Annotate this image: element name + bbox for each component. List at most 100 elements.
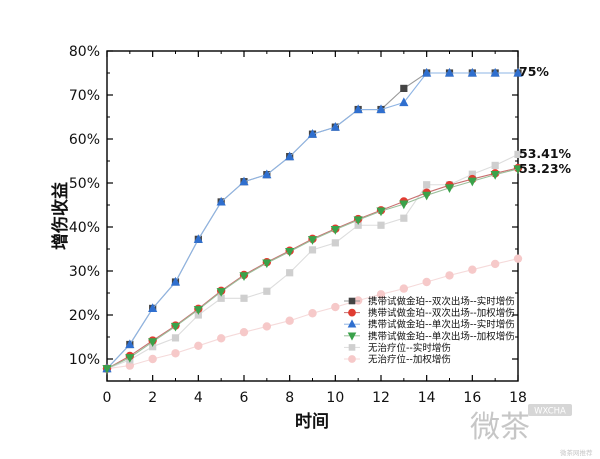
watermark-text: 微茶 (470, 410, 530, 445)
data-point (490, 67, 500, 77)
series-3 (102, 67, 523, 373)
data-point (170, 322, 181, 332)
series-6 (102, 254, 523, 373)
data-point (468, 265, 477, 274)
data-point (353, 104, 363, 114)
end-label-5341: 53.41% (519, 146, 572, 161)
data-point (423, 181, 431, 189)
data-point (376, 207, 386, 217)
watermark-small: 微茶网推荐 (560, 448, 593, 457)
watermark: 微茶 WXCHA 微茶网推荐 (470, 404, 593, 457)
x-tick-label: 10 (326, 390, 344, 406)
data-point (307, 236, 318, 245)
data-point (422, 67, 432, 77)
data-point (102, 365, 112, 374)
data-point (444, 67, 455, 77)
data-point (353, 216, 363, 226)
y-tick-label: 30% (69, 264, 100, 280)
data-point (217, 294, 225, 302)
data-point (490, 171, 500, 180)
data-point (148, 338, 158, 347)
watermark-badge (528, 404, 572, 416)
data-point (171, 334, 180, 342)
data-point (444, 184, 455, 193)
data-point (125, 361, 135, 370)
y-tick-labels: 10% 20% 30% 40% 50% 60% 70% 80% (69, 44, 100, 368)
data-point (216, 334, 226, 343)
data-point (399, 200, 409, 210)
y-tick-label: 70% (69, 88, 100, 104)
data-point (240, 294, 248, 302)
legend-label: 携带试做金珀--单次出场--实时增伤 (368, 319, 515, 331)
series-4 (102, 165, 523, 374)
legend-label: 携带试做金珀--双次出场--加权增伤 (368, 307, 515, 319)
x-tick-label: 14 (418, 390, 436, 406)
x-tick-label: 12 (372, 390, 390, 406)
x-tick-label: 0 (103, 390, 112, 406)
data-point (194, 341, 203, 350)
data-point (171, 349, 180, 358)
data-point (170, 276, 181, 286)
y-tick-label: 20% (69, 308, 100, 324)
x-tick-label: 2 (148, 390, 157, 406)
y-tick-label: 50% (69, 176, 100, 192)
x-tick-label: 18 (509, 390, 527, 406)
x-tick-label: 8 (285, 390, 294, 406)
data-point (285, 151, 295, 161)
data-point (331, 239, 339, 247)
data-point (467, 67, 477, 77)
data-point (400, 214, 408, 222)
data-point (331, 302, 340, 312)
y-axis-title: 增伤收益 (50, 182, 71, 250)
data-point (308, 309, 317, 318)
legend-marker (347, 319, 357, 328)
x-tick-label: 16 (463, 390, 481, 406)
data-point (400, 84, 408, 92)
legend-label: 携带试做金珀--单次出场--加权增伤 (368, 330, 515, 342)
data-point (125, 354, 135, 363)
data-point (377, 221, 385, 229)
data-point (239, 327, 249, 337)
x-tick-label: 6 (240, 390, 249, 406)
y-tick-label: 80% (69, 44, 100, 60)
data-point (285, 248, 295, 257)
legend-label: 无治疗位--实时增伤 (368, 342, 451, 354)
data-point (262, 169, 272, 179)
legend-marker (348, 297, 356, 305)
end-label-5323: 53.23% (519, 161, 572, 176)
data-point (307, 129, 318, 138)
legend-marker (348, 344, 356, 351)
data-point (285, 316, 294, 325)
legend-label: 携带试做金珀--双次出场--实时增伤 (368, 296, 515, 308)
data-point (467, 177, 477, 187)
legend: 携带试做金珀--双次出场--实时增伤携带试做金珀--双次出场--加权增伤携带试做… (344, 296, 515, 366)
data-point (513, 254, 523, 263)
data-point (194, 311, 202, 319)
data-point (216, 196, 226, 206)
x-tick-labels: 0 2 4 6 8 10 12 14 16 18 (103, 390, 527, 406)
data-point (399, 97, 409, 107)
data-point (353, 296, 363, 305)
data-point (376, 290, 386, 299)
data-point (148, 303, 158, 312)
data-point (308, 246, 317, 254)
data-point (125, 339, 135, 349)
data-point (216, 288, 226, 297)
data-point (490, 259, 500, 269)
y-tick-label: 60% (69, 132, 100, 148)
watermark-badge-text: WXCHA (534, 407, 566, 417)
data-point (514, 150, 522, 158)
data-point (376, 104, 386, 114)
data-point (193, 234, 203, 243)
legend-marker (348, 355, 356, 363)
data-point (262, 322, 272, 331)
data-point (330, 226, 340, 235)
legend-marker (348, 308, 356, 317)
x-tick-label: 4 (194, 390, 203, 406)
legend-marker (347, 332, 357, 341)
data-point (148, 354, 157, 364)
data-point (422, 191, 432, 201)
data-point (263, 287, 271, 295)
